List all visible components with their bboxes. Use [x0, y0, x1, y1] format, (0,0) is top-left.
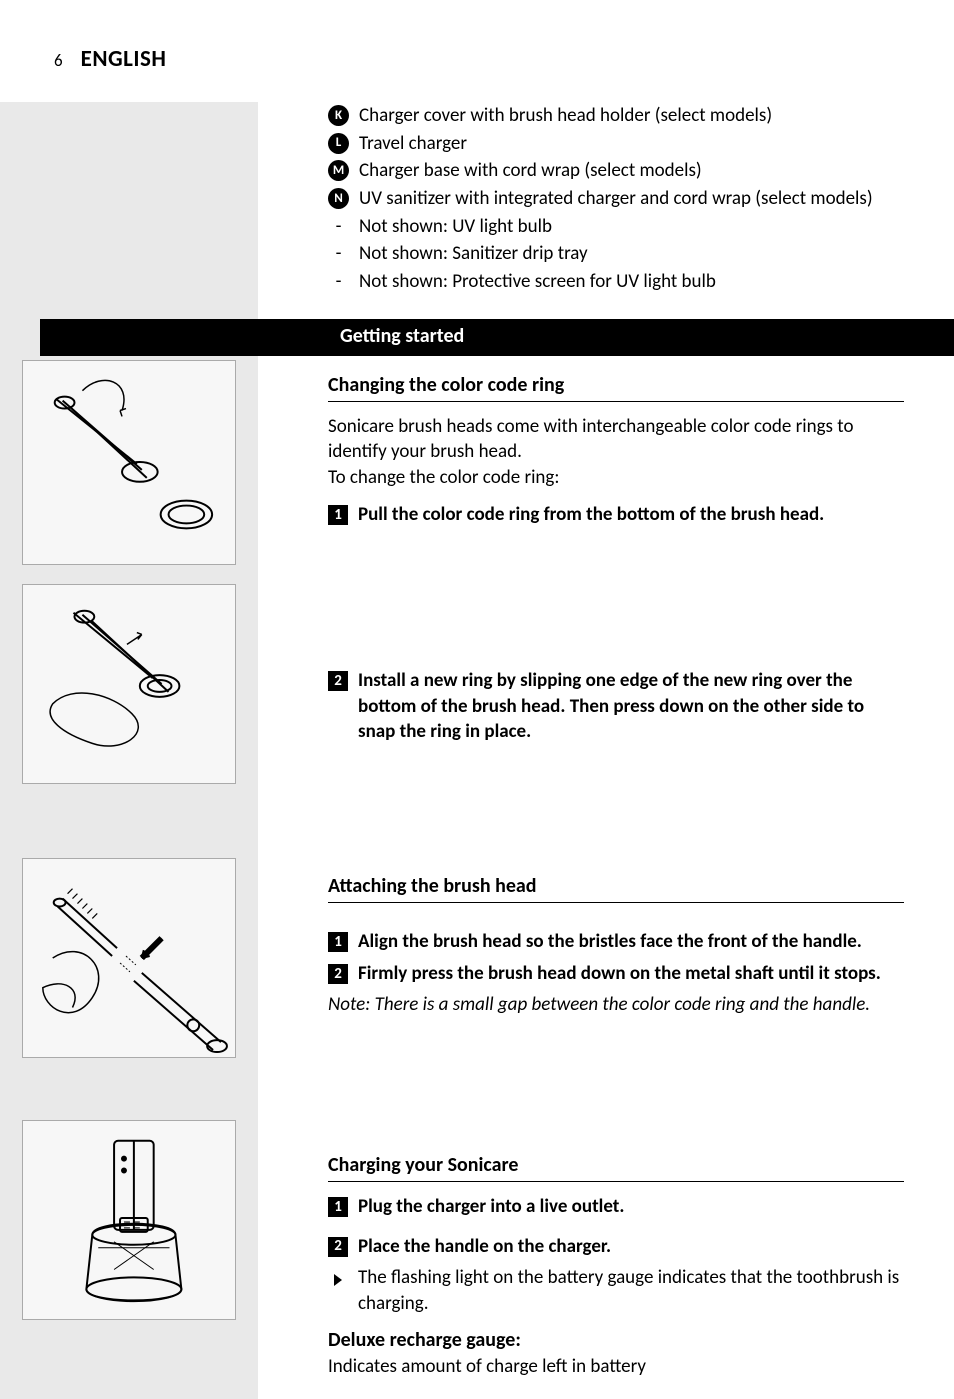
list-text: Not shown: Sanitizer drip tray	[359, 241, 588, 267]
marker-m: M	[328, 160, 349, 181]
parts-list: K Charger cover with brush head holder (s…	[328, 103, 904, 294]
rule	[328, 1181, 904, 1182]
step-item: 1 Plug the charger into a live outlet.	[328, 1194, 904, 1220]
step-item: 1 Pull the color code ring from the bott…	[328, 502, 904, 528]
list-item: -Not shown: Sanitizer drip tray	[328, 241, 904, 267]
step-text: Plug the charger into a live outlet.	[358, 1194, 624, 1220]
step-number: 2	[328, 671, 348, 691]
intro-text-2: To change the color code ring:	[328, 466, 559, 489]
content-column: K Charger cover with brush head holder (s…	[298, 103, 914, 1379]
step-text: Place the handle on the charger.	[358, 1234, 611, 1260]
rule	[328, 401, 904, 402]
step-number: 1	[328, 932, 348, 952]
step-number: 2	[328, 1237, 348, 1257]
spacer	[328, 915, 904, 929]
list-text: Travel charger	[359, 131, 467, 157]
list-text: Charger base with cord wrap (select mode…	[359, 158, 702, 184]
gauge-heading: Deluxe recharge gauge:	[328, 1327, 904, 1354]
marker-l: L	[328, 133, 349, 154]
dash-marker: -	[328, 214, 349, 240]
step-text: Install a new ring by slipping one edge …	[358, 668, 904, 745]
paragraph: Sonicare brush heads come with interchan…	[328, 414, 904, 491]
page-header: 6 ENGLISH	[40, 44, 914, 75]
list-text: UV sanitizer with integrated charger and…	[359, 186, 873, 212]
spacer	[328, 1226, 904, 1234]
language-title: ENGLISH	[81, 44, 167, 75]
marker-n: N	[328, 188, 349, 209]
step-number: 1	[328, 505, 348, 525]
illustration-attach-head	[22, 858, 236, 1058]
list-text: Charger cover with brush head holder (se…	[359, 103, 772, 129]
gauge-text: Indicates amount of charge left in batte…	[328, 1354, 904, 1380]
section-heading-bar: Getting started	[40, 319, 954, 356]
spacer	[328, 1032, 904, 1142]
step-item: 2 Install a new ring by slipping one edg…	[328, 668, 904, 745]
step-item: 2 Firmly press the brush head down on th…	[328, 961, 904, 987]
subheading: Changing the color code ring	[328, 372, 904, 399]
intro-text-1: Sonicare brush heads come with interchan…	[328, 415, 853, 464]
spacer	[328, 534, 904, 668]
illustration-charger	[22, 1120, 236, 1320]
step-text: Align the brush head so the bristles fac…	[358, 929, 862, 955]
step-item: 2 Place the handle on the charger.	[328, 1234, 904, 1260]
list-item: M Charger base with cord wrap (select mod…	[328, 158, 904, 184]
dash-marker: -	[328, 269, 349, 295]
manual-page: 6 ENGLISH	[0, 0, 954, 1399]
marker-k: K	[328, 105, 349, 126]
note-text: Note: There is a small gap between the c…	[328, 992, 904, 1018]
list-item: K Charger cover with brush head holder (s…	[328, 103, 904, 129]
step-item: 1 Align the brush head so the bristles f…	[328, 929, 904, 955]
subheading: Attaching the brush head	[328, 873, 904, 900]
illustration-color-ring-remove	[22, 360, 236, 565]
bullet-item: The flashing light on the battery gauge …	[328, 1265, 904, 1316]
step-text: Firmly press the brush head down on the …	[358, 961, 881, 987]
dash-marker: -	[328, 241, 349, 267]
list-text: Not shown: Protective screen for UV ligh…	[359, 269, 716, 295]
list-item: N UV sanitizer with integrated charger an…	[328, 186, 904, 212]
triangle-bullet-icon	[328, 1268, 348, 1316]
step-number: 1	[328, 1197, 348, 1217]
page-number: 6	[54, 50, 63, 73]
rule	[328, 902, 904, 903]
list-item: L Travel charger	[328, 131, 904, 157]
step-number: 2	[328, 964, 348, 984]
step-text: Pull the color code ring from the bottom…	[358, 502, 824, 528]
list-text: Not shown: UV light bulb	[359, 214, 552, 240]
illustration-color-ring-install	[22, 584, 236, 784]
list-item: -Not shown: Protective screen for UV lig…	[328, 269, 904, 295]
list-item: -Not shown: UV light bulb	[328, 214, 904, 240]
bullet-text: The flashing light on the battery gauge …	[358, 1265, 904, 1316]
subheading: Charging your Sonicare	[328, 1152, 904, 1179]
spacer	[328, 751, 904, 863]
